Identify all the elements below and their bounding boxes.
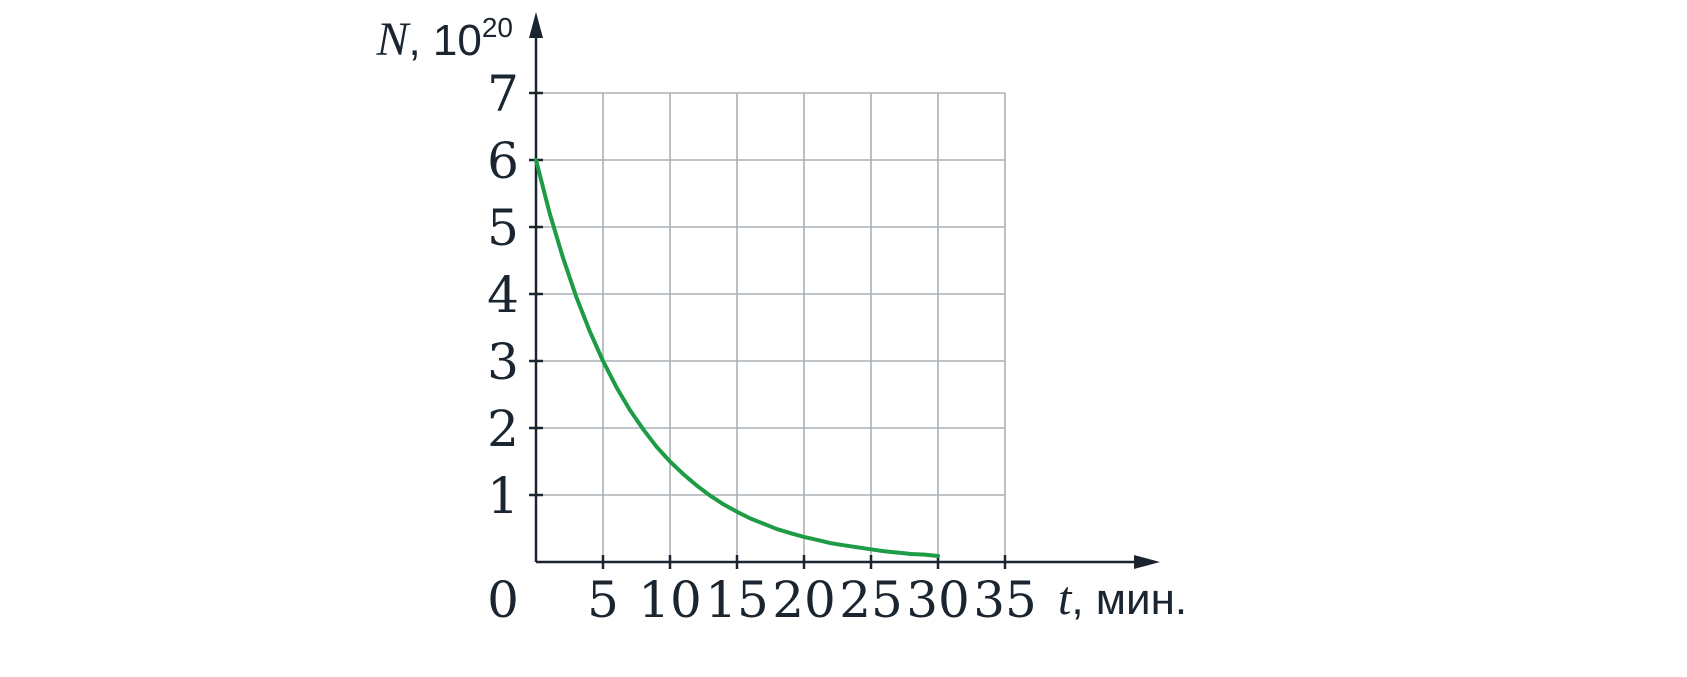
grid <box>536 92 1006 562</box>
y-axis-title: N, 1020 <box>375 12 513 66</box>
x-axis-variable: t <box>1058 572 1073 625</box>
x-tick-label: 5 <box>587 571 619 629</box>
y-axis-arrow-icon <box>529 12 543 38</box>
x-tick-label: 10 <box>638 571 702 629</box>
y-tick-label: 4 <box>487 266 519 324</box>
y-tick-label: 5 <box>487 199 519 257</box>
y-tick-label: 3 <box>487 333 519 391</box>
axes <box>529 12 1160 569</box>
x-tick-label: 30 <box>906 571 970 629</box>
y-axis-exponent: 20 <box>482 12 513 43</box>
decay-curve <box>534 158 940 558</box>
x-axis-unit: , мин. <box>1071 575 1187 624</box>
y-axis-unit: , 10 <box>408 16 481 65</box>
origin-label: 0 <box>487 571 519 629</box>
x-tick-label: 35 <box>973 571 1037 629</box>
y-tick-label: 2 <box>487 400 519 458</box>
y-tick-label: 7 <box>487 65 519 123</box>
x-axis-arrow-icon <box>1134 555 1160 569</box>
tick-labels: 5 10 15 20 25 30 35 1 2 3 4 5 6 7 <box>487 65 1037 629</box>
y-tick-label: 1 <box>487 467 519 525</box>
x-tick-label: 20 <box>772 571 836 629</box>
x-axis-title: t, мин. <box>1058 572 1187 625</box>
x-tick-label: 15 <box>705 571 769 629</box>
ticks <box>529 91 1007 569</box>
x-tick-label: 25 <box>839 571 903 629</box>
y-tick-label: 6 <box>487 132 519 190</box>
y-axis-variable: N <box>375 13 411 66</box>
